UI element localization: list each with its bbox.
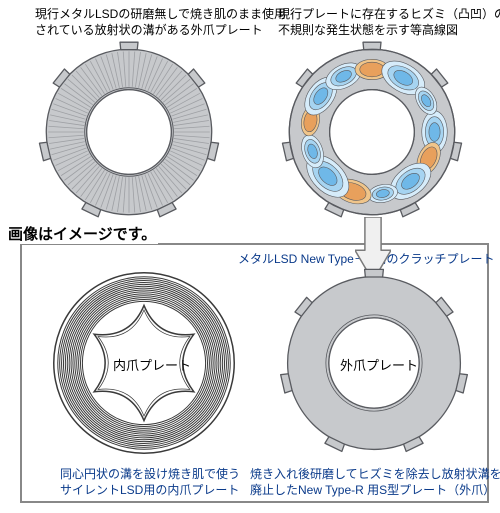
plate-top-right-contour <box>278 38 466 226</box>
caption-top-left: 現行メタルLSDの研磨無しで焼き肌のまま使用 されている放射状の溝がある外爪プレ… <box>35 6 286 38</box>
figure-root: { "image_size": { "w": 500, "h": 513 }, … <box>0 0 500 513</box>
plate-top-left-radial <box>35 38 223 226</box>
caption-bottom-left: 同心円状の溝を設け焼き肌で使う サイレントLSD用の内爪プレート <box>60 466 240 498</box>
label-inner-left: 内爪プレート <box>113 357 191 375</box>
caption-overlay: 画像はイメージです。 <box>6 223 158 244</box>
label-inner-right: 外爪プレート <box>340 357 418 375</box>
caption-bottom-right: 焼き入れ後研磨してヒズミを除去し放射状溝を 廃止したNew Type-R 用S型… <box>250 466 500 498</box>
caption-top-right: 現行プレートに存在するヒズミ（凸凹）の 不規則な発生状態を示す等高線図 <box>278 6 500 38</box>
